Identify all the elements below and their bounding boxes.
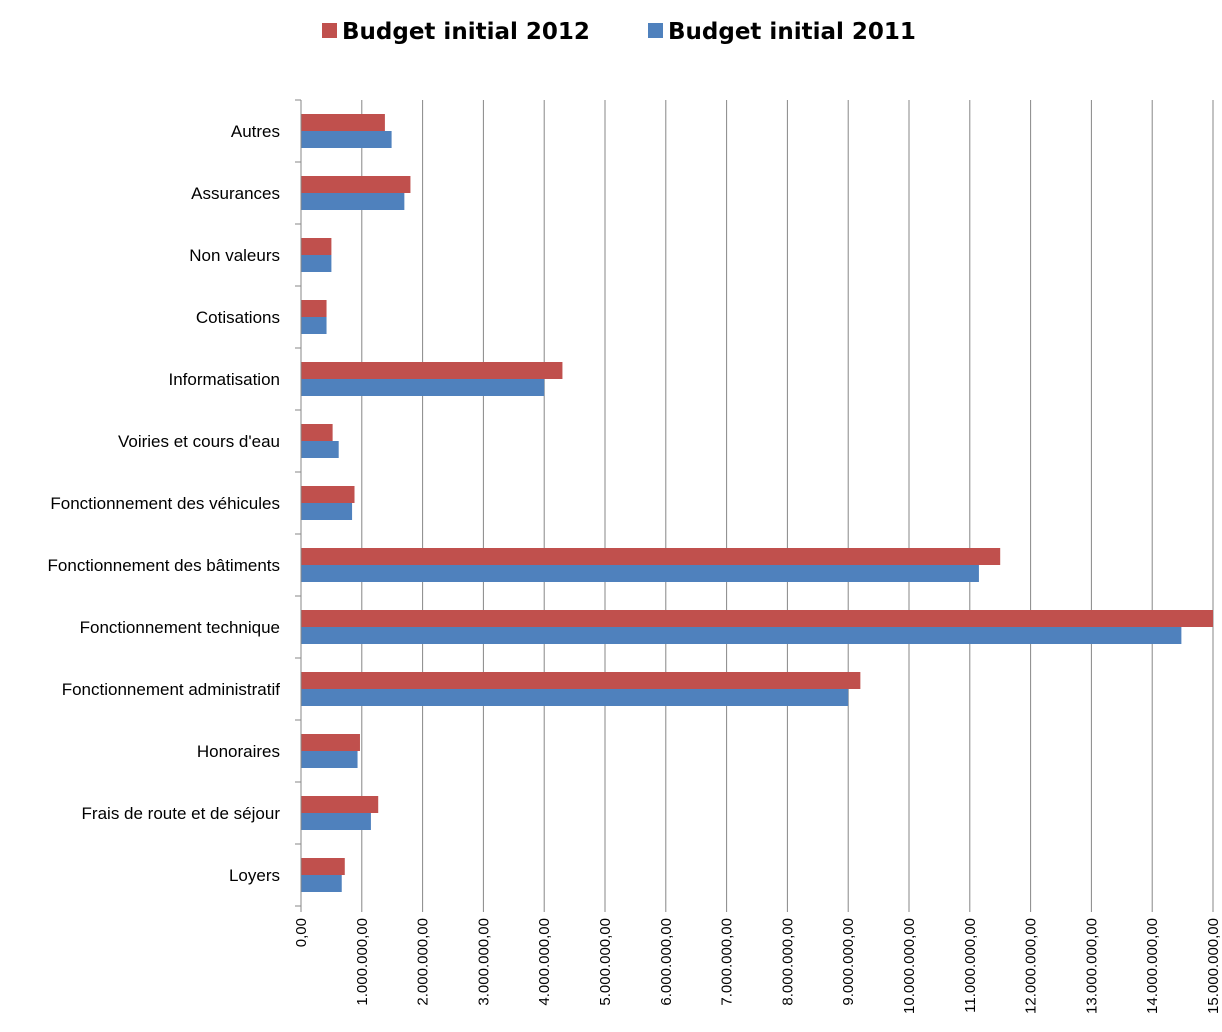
category-label: Fonctionnement administratif xyxy=(62,680,281,699)
bar-2012 xyxy=(301,672,861,689)
bar-2011 xyxy=(301,503,353,520)
bar-2011 xyxy=(301,131,392,148)
bar-2011 xyxy=(301,875,342,892)
x-tick-label: 14.000.000,00 xyxy=(1144,918,1161,1014)
bar-2011 xyxy=(301,689,849,706)
bar-2011 xyxy=(301,255,332,272)
chart-legend: Budget initial 2012 Budget initial 2011 xyxy=(322,19,916,45)
category-label: Fonctionnement des véhicules xyxy=(50,494,280,513)
gridlines xyxy=(361,100,1214,906)
legend-swatch xyxy=(322,23,337,38)
x-tick-label: 8.000.000,00 xyxy=(779,918,796,1006)
bar-2012 xyxy=(301,300,327,317)
category-label: Fonctionnement des bâtiments xyxy=(48,556,280,575)
x-tick-label: 15.000.000,00 xyxy=(1205,918,1222,1014)
category-label: Non valeurs xyxy=(189,246,280,265)
x-tick-label: 7.000.000,00 xyxy=(719,918,736,1006)
legend-label: Budget initial 2011 xyxy=(668,19,916,45)
x-tick-label: 10.000.000,00 xyxy=(901,918,918,1014)
category-label: Voiries et cours d'eau xyxy=(118,432,280,451)
x-tick-label: 0,00 xyxy=(293,918,310,947)
bar-2012 xyxy=(301,238,332,255)
category-label: Frais de route et de séjour xyxy=(82,804,281,823)
bar-2012 xyxy=(301,858,345,875)
bar-2012 xyxy=(301,362,563,379)
bar-2012 xyxy=(301,176,411,193)
bar-2012 xyxy=(301,610,1213,627)
bar-2012 xyxy=(301,486,355,503)
bar-2012 xyxy=(301,548,1001,565)
legend-label: Budget initial 2012 xyxy=(342,19,590,45)
bar-2012 xyxy=(301,114,385,131)
x-tick-label: 2.000.000,00 xyxy=(415,918,432,1006)
x-tick-label: 3.000.000,00 xyxy=(475,918,492,1006)
x-tick-label: 12.000.000,00 xyxy=(1023,918,1040,1014)
category-label: Fonctionnement technique xyxy=(80,618,280,637)
x-tick-label: 4.000.000,00 xyxy=(536,918,553,1006)
x-tick-label: 13.000.000,00 xyxy=(1083,918,1100,1014)
bar-2011 xyxy=(301,317,327,334)
category-label: Assurances xyxy=(191,184,280,203)
bar-2011 xyxy=(301,441,339,458)
bar-2012 xyxy=(301,424,333,441)
category-label: Cotisations xyxy=(196,308,280,327)
bar-2011 xyxy=(301,565,979,582)
bar-2012 xyxy=(301,796,379,813)
x-tick-label: 9.000.000,00 xyxy=(840,918,857,1006)
axes xyxy=(295,99,1214,912)
bar-2011 xyxy=(301,813,371,830)
legend-swatch xyxy=(648,23,663,38)
bar-2011 xyxy=(301,193,405,210)
x-tick-label: 5.000.000,00 xyxy=(597,918,614,1006)
bar-2011 xyxy=(301,627,1182,644)
x-tick-label: 11.000.000,00 xyxy=(962,918,979,1013)
axis-labels: 0,00 1.000.000,00 2.000.000,00 3.000.000,00… xyxy=(48,122,1222,1014)
category-label: Loyers xyxy=(229,866,280,885)
category-label: Honoraires xyxy=(197,742,280,761)
bar-2011 xyxy=(301,751,358,768)
bar-2011 xyxy=(301,379,545,396)
bars xyxy=(301,114,1213,892)
bar-2012 xyxy=(301,734,360,751)
x-tick-label: 6.000.000,00 xyxy=(658,918,675,1006)
category-label: Informatisation xyxy=(169,370,281,389)
x-tick-label: 1.000.000,00 xyxy=(354,918,371,1006)
category-label: Autres xyxy=(231,122,280,141)
